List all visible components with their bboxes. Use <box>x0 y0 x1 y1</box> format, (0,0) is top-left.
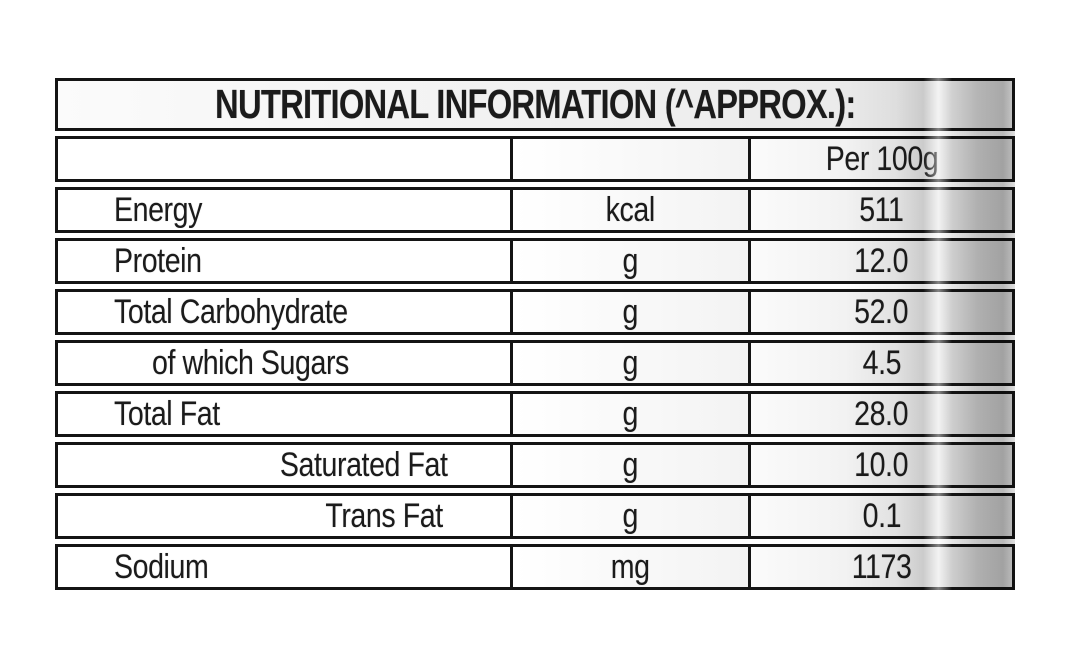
value-label: 12.0 <box>854 241 909 280</box>
value-cell: 12.0 <box>751 241 1012 281</box>
nutrient-row: Saturated Fat g 10.0 <box>55 442 1015 488</box>
unit-label: kcal <box>605 190 656 229</box>
unit-cell: g <box>510 496 751 536</box>
nutrient-name-cell: Energy <box>58 190 510 230</box>
nutrient-name: Energy <box>114 190 202 229</box>
unit-cell: kcal <box>510 190 751 230</box>
unit-label: g <box>622 292 639 331</box>
nutrient-row: Protein g 12.0 <box>55 238 1015 284</box>
nutrient-name: Total Carbohydrate <box>114 292 348 331</box>
value-label: 10.0 <box>854 445 909 484</box>
unit-label: g <box>622 241 639 280</box>
unit-label: mg <box>611 547 650 586</box>
nutrient-name: Saturated Fat <box>280 445 448 484</box>
value-label: 511 <box>859 190 904 229</box>
unit-cell: g <box>510 241 751 281</box>
value-cell: 52.0 <box>751 292 1012 332</box>
unit-label: g <box>622 394 639 433</box>
value-cell: 0.1 <box>751 496 1012 536</box>
value-label: 28.0 <box>854 394 909 433</box>
unit-cell: g <box>510 445 751 485</box>
nutrient-row: Energy kcal 511 <box>55 187 1015 233</box>
value-label: 4.5 <box>862 343 901 382</box>
value-label: 52.0 <box>854 292 909 331</box>
nutrient-name-cell: Trans Fat <box>58 496 510 536</box>
unit-label: g <box>622 496 639 535</box>
unit-label: g <box>622 343 639 382</box>
column-header-row: Per 100g <box>55 136 1015 182</box>
value-cell: 28.0 <box>751 394 1012 434</box>
value-cell: 4.5 <box>751 343 1012 383</box>
per-100g-label: Per 100g <box>825 139 938 178</box>
nutrient-name-cell: Total Fat <box>58 394 510 434</box>
unit-label: g <box>622 445 639 484</box>
value-cell: 511 <box>751 190 1012 230</box>
nutrient-name-cell: Sodium <box>58 547 510 587</box>
nutrient-name: Total Fat <box>114 394 220 433</box>
unit-cell: g <box>510 394 751 434</box>
nutrient-row: Total Fat g 28.0 <box>55 391 1015 437</box>
nutrient-row: of which Sugars g 4.5 <box>55 340 1015 386</box>
nutrient-row: Sodium mg 1173 <box>55 544 1015 590</box>
nutrient-name: Protein <box>114 241 202 280</box>
nutrient-name-cell: Total Carbohydrate <box>58 292 510 332</box>
empty-nutrient-header-cell <box>58 139 510 179</box>
table-title: NUTRITIONAL INFORMATION (^APPROX.): <box>214 81 856 127</box>
nutrient-name-cell: Protein <box>58 241 510 281</box>
unit-cell: mg <box>510 547 751 587</box>
nutrient-name-cell: Saturated Fat <box>58 445 510 485</box>
unit-cell: g <box>510 292 751 332</box>
empty-unit-header-cell <box>510 139 751 179</box>
value-label: 1173 <box>851 547 912 586</box>
nutrient-name: Trans Fat <box>325 496 444 535</box>
nutrient-name-cell: of which Sugars <box>58 343 510 383</box>
nutrient-row: Trans Fat g 0.1 <box>55 493 1015 539</box>
nutrition-table: NUTRITIONAL INFORMATION (^APPROX.): Per … <box>55 78 1015 590</box>
value-cell: 10.0 <box>751 445 1012 485</box>
nutrient-row: Total Carbohydrate g 52.0 <box>55 289 1015 335</box>
per-100g-header-cell: Per 100g <box>751 139 1012 179</box>
table-title-row: NUTRITIONAL INFORMATION (^APPROX.): <box>55 78 1015 131</box>
nutrient-name: Sodium <box>114 547 209 586</box>
unit-cell: g <box>510 343 751 383</box>
value-cell: 1173 <box>751 547 1012 587</box>
nutrient-name: of which Sugars <box>152 343 349 382</box>
value-label: 0.1 <box>862 496 901 535</box>
